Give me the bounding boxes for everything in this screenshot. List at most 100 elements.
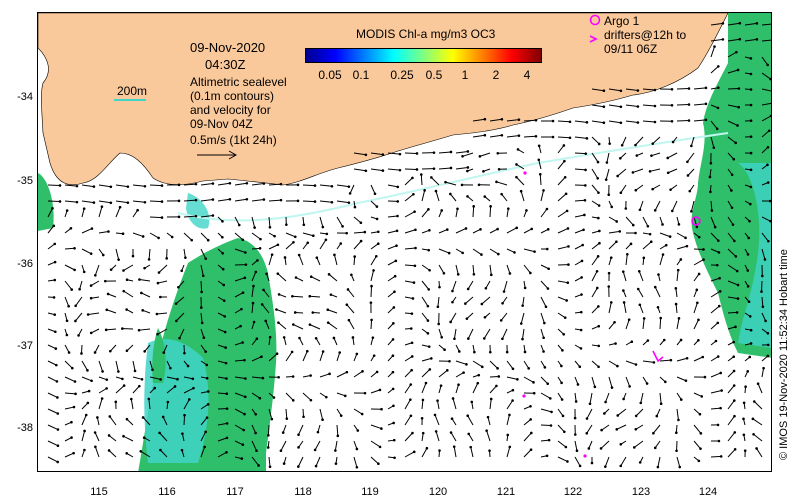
- velocity-arrow-head: [661, 223, 664, 226]
- velocity-arrow: [421, 357, 432, 362]
- velocity-arrow: [319, 373, 330, 378]
- velocity-arrow-head: [610, 205, 614, 209]
- velocity-arrow-head: [697, 272, 701, 276]
- velocity-arrow-head: [392, 438, 396, 442]
- velocity-arrow-head: [138, 278, 141, 281]
- velocity-arrow: [148, 248, 151, 260]
- velocity-arrow: [47, 408, 58, 414]
- velocity-arrow-head: [515, 226, 519, 230]
- velocity-arrow: [319, 408, 324, 420]
- velocity-arrow-head: [585, 121, 589, 124]
- velocity-arrow-head: [298, 336, 301, 340]
- velocity-arrow: [438, 151, 451, 154]
- velocity-arrow: [540, 190, 545, 202]
- velocity-arrow-head: [716, 423, 720, 427]
- velocity-arrow: [293, 324, 304, 330]
- velocity-arrow-head: [506, 433, 510, 437]
- velocity-arrow: [710, 200, 713, 211]
- velocity-arrow-head: [515, 175, 518, 179]
- velocity-arrow-head: [634, 427, 638, 431]
- velocity-arrow: [139, 279, 151, 282]
- velocity-arrow: [108, 450, 117, 458]
- velocity-arrow: [455, 208, 458, 218]
- velocity-arrow-head: [158, 431, 161, 435]
- velocity-arrow: [453, 446, 457, 458]
- velocity-arrow: [652, 136, 661, 145]
- velocity-arrow: [166, 386, 176, 394]
- velocity-arrow-head: [456, 273, 460, 276]
- velocity-arrow-head: [201, 274, 205, 278]
- velocity-arrow: [47, 456, 58, 463]
- velocity-arrow-head: [396, 214, 399, 218]
- velocity-arrow-head: [690, 144, 693, 148]
- velocity-arrow: [676, 245, 688, 250]
- velocity-arrow-head: [670, 119, 674, 123]
- velocity-arrow-head: [159, 378, 162, 381]
- velocity-arrow: [79, 280, 83, 290]
- velocity-arrow-head: [157, 271, 161, 274]
- velocity-arrow: [353, 168, 366, 172]
- velocity-arrow: [353, 256, 356, 266]
- velocity-arrow: [370, 319, 373, 330]
- velocity-arrow-head: [483, 316, 487, 319]
- velocity-arrow: [200, 344, 207, 352]
- velocity-arrow-head: [602, 121, 606, 125]
- velocity-arrow: [285, 232, 296, 238]
- velocity-arrow-head: [632, 446, 636, 449]
- velocity-arrow-head: [224, 361, 228, 365]
- velocity-arrow-head: [94, 445, 97, 449]
- velocity-arrow-head: [698, 412, 702, 416]
- velocity-arrow: [523, 432, 532, 442]
- velocity-arrow: [370, 152, 383, 156]
- velocity-arrow: [404, 356, 413, 362]
- isobath-legend-line: [114, 99, 146, 101]
- velocity-arrow: [591, 184, 599, 193]
- velocity-arrow-head: [649, 240, 653, 244]
- velocity-arrow: [557, 280, 568, 284]
- velocity-arrow: [81, 402, 89, 410]
- velocity-arrow: [617, 168, 627, 177]
- velocity-arrow: [693, 302, 698, 314]
- velocity-arrow: [370, 286, 373, 298]
- velocity-arrow-head: [279, 182, 283, 186]
- velocity-arrow-head: [718, 276, 721, 280]
- velocity-arrow: [523, 449, 532, 458]
- velocity-arrow: [761, 88, 771, 92]
- velocity-arrow-head: [376, 230, 380, 234]
- velocity-arrow: [676, 357, 688, 362]
- velocity-arrow: [81, 228, 93, 234]
- velocity-arrow-head: [627, 318, 631, 321]
- velocity-arrow: [234, 424, 244, 431]
- velocity-arrow: [727, 104, 739, 108]
- velocity-arrow-head: [125, 452, 129, 455]
- velocity-arrow-head: [761, 305, 765, 309]
- velocity-arrow-head: [270, 253, 274, 256]
- velocity-arrow-head: [582, 228, 585, 232]
- velocity-arrow-head: [479, 228, 482, 231]
- velocity-arrow: [81, 430, 86, 442]
- velocity-arrow-head: [634, 188, 638, 192]
- velocity-arrow-head: [461, 154, 464, 158]
- velocity-arrow: [466, 312, 474, 320]
- velocity-arrow: [437, 400, 440, 410]
- velocity-arrow-head: [616, 174, 619, 178]
- velocity-arrow-head: [669, 188, 672, 191]
- velocity-arrow-head: [160, 184, 164, 187]
- velocity-arrow-head: [392, 322, 395, 325]
- velocity-arrow-head: [314, 337, 318, 340]
- velocity-arrow: [64, 376, 76, 382]
- velocity-arrow-head: [375, 370, 379, 374]
- velocity-arrow-head: [733, 431, 737, 434]
- velocity-arrow: [283, 337, 287, 346]
- velocity-arrow-head: [467, 337, 470, 340]
- velocity-arrow: [485, 280, 491, 289]
- velocity-arrow-head: [477, 183, 481, 187]
- lon-tick: 120: [428, 486, 448, 498]
- velocity-arrow-head: [602, 105, 606, 109]
- velocity-arrow: [625, 376, 631, 387]
- velocity-arrow-head: [117, 370, 120, 373]
- velocity-arrow: [295, 277, 304, 282]
- velocity-arrow-head: [223, 330, 227, 334]
- velocity-arrow-head: [125, 349, 129, 353]
- velocity-arrow-head: [604, 465, 607, 468]
